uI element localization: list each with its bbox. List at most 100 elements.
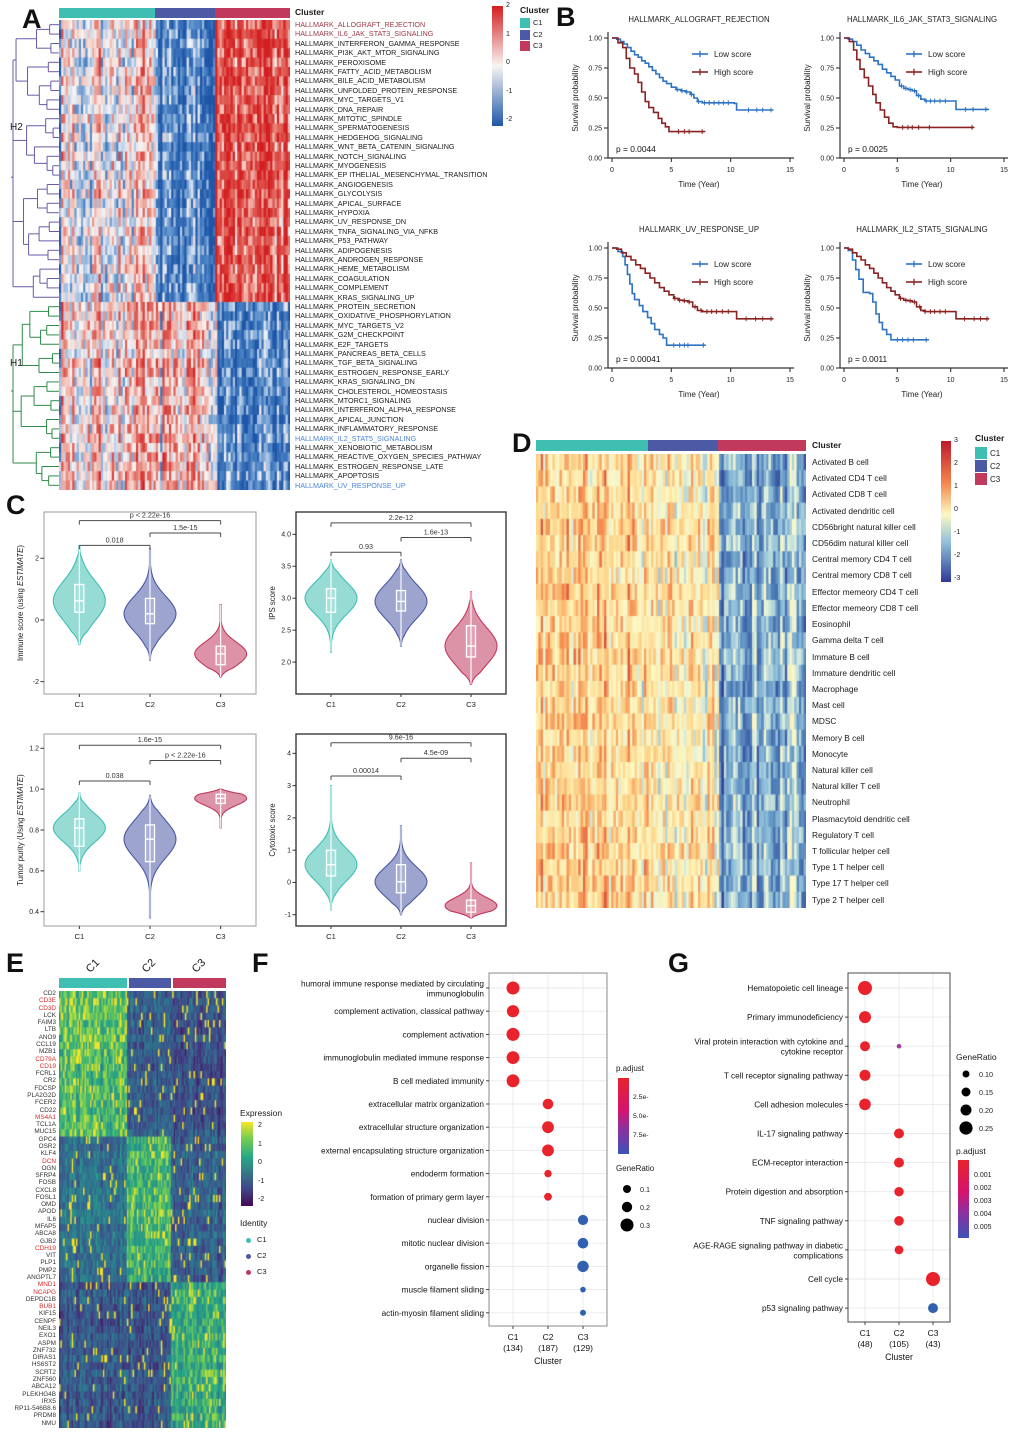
dot-row-label: humoral immune response mediated by circ… (301, 980, 484, 989)
gene-row-label: OGN (41, 1164, 56, 1172)
dot-row-label: p53 signaling pathway (762, 1304, 844, 1313)
enrichment-dot (577, 1260, 589, 1273)
heatmap-row-label: HALLMARK_IL2_STAT5_SIGNALING (295, 433, 417, 443)
heatmap-row-label: HALLMARK_TGF_BETA_SIGNALING (295, 358, 418, 368)
x-tick-label: C1 (74, 700, 84, 709)
x-tick-label: C3 (216, 932, 226, 941)
heatmap-row-label: HALLMARK_BILE_ACID_METABOLISM (295, 76, 426, 86)
colorbar-tick: -1 (258, 1177, 265, 1185)
heatmap-row-label: HALLMARK_P53_PATHWAY (295, 236, 389, 246)
dot-row-label: complement activation, classical pathway (334, 1007, 485, 1016)
km-plot-il2: HALLMARK_IL2_STAT5_SIGNALING 1.00 0.75 0.50… (803, 225, 1008, 399)
heatmap-row-label: HALLMARK_HEME_METABOLISM (295, 264, 410, 274)
colorbar-tick: 3 (954, 437, 958, 444)
gene-row-label: DEPDC1B (25, 1295, 56, 1303)
y-tick-label: 3 (287, 783, 291, 790)
gene-row-label: HS6ST2 (31, 1361, 56, 1369)
y-tick-label: 4.0 (281, 532, 291, 539)
colorbar-tick: 2 (506, 2, 510, 9)
x-cat-count: (129) (573, 1343, 593, 1353)
colorbar-tick: -1 (506, 87, 513, 95)
immune-cell-row-label: Central memory CD4 T cell (812, 554, 912, 565)
x-tick-label: 15 (786, 377, 794, 384)
heatmap-row-label: HALLMARK_ANGIOGENESIS (295, 179, 393, 189)
immune-cell-row-label: MDSC (812, 716, 837, 727)
x-tick-label: C1 (74, 932, 84, 941)
x-tick-label: 10 (727, 167, 735, 174)
km-curve (844, 37, 975, 129)
enrichment-dot (506, 1051, 520, 1064)
colorbar-tick: 1 (954, 483, 958, 490)
gene-row-label: NCAPG (33, 1288, 56, 1296)
gene-row-label: KLF4 (40, 1150, 56, 1158)
generatio-tick: 0.15 (979, 1088, 993, 1097)
y-tick-label: 1.2 (29, 746, 39, 753)
generatio-tick: 0.3 (640, 1221, 650, 1230)
dot-row-label: formation of primary germ layer (370, 1193, 484, 1202)
y-tick-label: 0.25 (820, 126, 834, 133)
identity-dot (246, 1238, 251, 1243)
x-cat-count: (187) (538, 1343, 558, 1353)
x-tick-label: 15 (786, 167, 794, 174)
boxplot (215, 645, 226, 666)
legend-label: Low score (928, 50, 966, 59)
colorbar-tick: 0 (954, 506, 958, 513)
dot-row-label: immunoglobulin mediated immune response (323, 1054, 484, 1063)
heatmap-row-label: HALLMARK_ESTROGEN_RESPONSE_EARLY (295, 367, 450, 377)
km-curve (844, 247, 990, 320)
gene-row-label: GPC4 (38, 1135, 56, 1143)
dot-row-label: nuclear division (428, 1216, 485, 1225)
gene-row-label: BUB1 (39, 1303, 56, 1311)
enrichment-dot (859, 1098, 871, 1111)
colorbar-tick: -3 (954, 575, 961, 582)
cluster-legend-title: Cluster (975, 433, 1005, 443)
generatio-legend-dot (962, 1070, 970, 1078)
heatmap-row-label: HALLMARK_EP ITHELIAL_MESENCHYMAL_TRANSIT… (295, 170, 488, 180)
legend-label: High score (928, 68, 968, 77)
heatmap-row-label: HALLMARK_MYC_TARGETS_V1 (295, 95, 404, 105)
identity-dot (246, 1270, 251, 1275)
x-tick-label: 0 (610, 377, 614, 384)
immune-cell-row-label: CD56dim natural killer cell (812, 538, 909, 549)
cluster-legend-label: C1 (990, 449, 1001, 458)
cluster-segment-C1 (59, 8, 155, 18)
enrichment-dot (859, 1011, 871, 1024)
immune-cell-row-label: Effector memeory CD8 T cell (812, 602, 919, 613)
immune-cell-row-label: Activated CD8 T cell (812, 489, 887, 500)
boxplot (74, 818, 85, 847)
y-axis-label: Immune score (using ESTIMATE) (16, 545, 25, 661)
x-tick-label: C2 (396, 932, 406, 941)
gene-row-label: CD22 (39, 1106, 56, 1114)
generatio-tick: 0.2 (640, 1203, 650, 1212)
x-cat-label: C3 (578, 1332, 589, 1342)
y-axis-label: Survival probability (803, 274, 812, 341)
gene-row-label: DIRAS1 (32, 1354, 56, 1362)
km-curve (612, 247, 706, 346)
heatmap-row-label: HALLMARK_COMPLEMENT (295, 283, 389, 293)
cluster-segment-C1 (536, 440, 649, 451)
dot-row-label: ECM-receptor interaction (752, 1159, 843, 1168)
y-axis-label: Survival probability (803, 64, 812, 131)
boxplot (325, 587, 337, 613)
dot-row-label: Protein digestion and absorption (726, 1188, 844, 1197)
immune-cell-row-label: Activated CD4 T cell (812, 473, 887, 484)
gene-row-label: MZB1 (38, 1048, 56, 1056)
dot-row-label: B cell mediated immunity (393, 1077, 485, 1086)
cluster-annotation-bar (59, 978, 226, 988)
kegg-pathway-dotplot: Hematopoietic cell lineage Primary immuno… (693, 972, 951, 1362)
x-cat-label: C3 (928, 1328, 939, 1338)
heatmap-row-label: HALLMARK_NOTCH_SIGNALING (295, 151, 407, 161)
y-tick-label: 1.00 (820, 246, 834, 253)
enrichment-dot (860, 1041, 870, 1052)
heatmap-row-label: HALLMARK_HEDGEHOG_SIGNALING (295, 132, 423, 142)
panel-c-letter: C (6, 490, 26, 520)
immune-cell-row-label: Central memory CD8 T cell (812, 570, 912, 581)
heatmap-row-label: HALLMARK_MITOTIC_SPINDLE (295, 114, 402, 123)
cluster-legend-swatch (975, 473, 987, 485)
cluster-segment-C3 (214, 8, 290, 18)
panel-a-letter: A (22, 4, 42, 34)
y-tick-label: 0.75 (588, 276, 602, 283)
dot-row-label: organelle fission (425, 1262, 485, 1271)
column-cluster-label: C3 (189, 956, 209, 976)
